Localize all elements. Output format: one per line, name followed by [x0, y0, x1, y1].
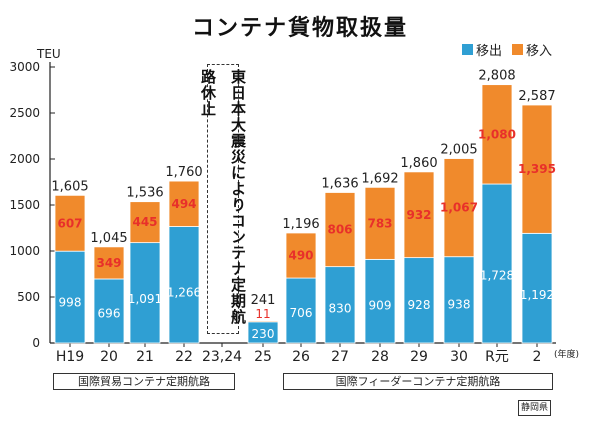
legend-label-import: 移入 [526, 44, 553, 59]
y-tick-label: 3000 [9, 60, 40, 74]
x-tick-label: 26 [292, 349, 310, 365]
export-value-label: 1,266 [167, 285, 201, 299]
import-value-label: 1,395 [518, 162, 556, 176]
total-value-label: 1,536 [126, 186, 163, 201]
total-value-label: 2,005 [440, 143, 477, 158]
bar-import [521, 104, 553, 234]
import-value-label: 11 [255, 307, 270, 321]
import-value-label: 783 [367, 216, 392, 230]
chart-title: コンテナ貨物取扱量 [191, 15, 408, 41]
x-tick-label: 28 [371, 349, 389, 365]
x-tick-label: R元 [485, 349, 509, 365]
legend-item-export: 移出 [462, 40, 502, 59]
total-value-label: 1,636 [321, 176, 358, 191]
import-value-label: 806 [327, 223, 352, 237]
suspension-note: 東日本大震災によりコンテナ定期航路休止 [199, 69, 247, 325]
bar-import [364, 186, 396, 260]
total-value-label: 1,692 [361, 171, 398, 186]
export-value-label: 1,728 [480, 268, 514, 282]
suspension-note-box: 東日本大震災によりコンテナ定期航路休止 [199, 64, 247, 334]
x-tick-label: 27 [331, 349, 349, 365]
export-value-label: 230 [252, 327, 275, 341]
bar-import [443, 158, 475, 258]
bar-import [481, 84, 513, 185]
import-value-label: 1,080 [478, 127, 516, 141]
route-label-international-trade: 国際貿易コンテナ定期航路 [53, 373, 235, 390]
legend: 移出 移入 [462, 40, 562, 59]
x-tick-label: 2 [533, 349, 542, 365]
bar-import [168, 180, 200, 227]
y-tick-label: 0 [32, 336, 40, 350]
import-value-label: 490 [288, 249, 313, 263]
y-axis-unit: TEU [37, 47, 61, 61]
bar-import [247, 320, 279, 323]
import-value-label: 494 [171, 197, 196, 211]
bar-import [93, 246, 125, 280]
import-value-label: 1,067 [440, 201, 478, 215]
legend-label-export: 移出 [476, 44, 503, 59]
total-value-label: 1,760 [165, 165, 202, 180]
export-value-label: 706 [290, 306, 313, 320]
export-value-label: 696 [98, 306, 121, 320]
y-tick-label: 1500 [9, 198, 40, 212]
legend-swatch-export [462, 44, 473, 55]
bar-export [324, 266, 356, 344]
source-label: 静岡県 [518, 400, 552, 416]
export-value-label: 938 [448, 297, 471, 311]
import-value-label: 932 [406, 208, 431, 222]
bar-export [168, 226, 200, 344]
bar-import [129, 201, 161, 244]
bar-import [285, 232, 317, 279]
x-tick-label: 22 [175, 349, 193, 365]
y-tick-label: 1000 [9, 244, 40, 258]
export-value-label: 1,192 [520, 288, 554, 302]
bar-export [521, 232, 553, 344]
total-value-label: 241 [251, 293, 276, 308]
export-value-label: 1,091 [128, 292, 162, 306]
total-value-label: 1,045 [90, 231, 127, 246]
x-tick-label: 25 [254, 349, 272, 365]
bar-export [93, 278, 125, 344]
legend-item-import: 移入 [512, 40, 552, 59]
import-value-label: 445 [132, 215, 157, 229]
import-value-label: 349 [96, 256, 121, 270]
route-label-international-feeder: 国際フィーダーコンテナ定期航路 [283, 373, 553, 390]
total-value-label: 2,587 [518, 89, 555, 104]
total-value-label: 1,605 [51, 179, 88, 194]
bar-import [54, 194, 86, 252]
bar-export [129, 242, 161, 344]
bar-export [403, 257, 435, 344]
y-tick-label: 2000 [9, 152, 40, 166]
total-value-label: 2,808 [478, 69, 515, 84]
legend-swatch-import [512, 44, 524, 55]
bar-import [403, 171, 435, 259]
export-value-label: 928 [408, 298, 431, 312]
x-tick-label: 23,24 [202, 349, 242, 365]
bar-import [324, 192, 356, 268]
x-tick-label: H19 [56, 349, 84, 365]
x-tick-label: 30 [450, 349, 468, 365]
import-value-label: 607 [57, 216, 82, 230]
fiscal-year-label: (年度) [554, 350, 580, 360]
export-value-label: 998 [59, 295, 82, 309]
total-value-label: 1,860 [400, 156, 437, 171]
y-tick-label: 500 [17, 290, 40, 304]
bar-export [481, 183, 513, 344]
x-tick-label: 29 [410, 349, 428, 365]
x-tick-label: 20 [100, 349, 118, 365]
total-value-label: 1,196 [282, 217, 319, 232]
x-tick-label: 21 [136, 349, 154, 365]
y-tick-label: 2500 [9, 106, 40, 120]
export-value-label: 830 [329, 301, 352, 315]
export-value-label: 909 [369, 299, 392, 313]
